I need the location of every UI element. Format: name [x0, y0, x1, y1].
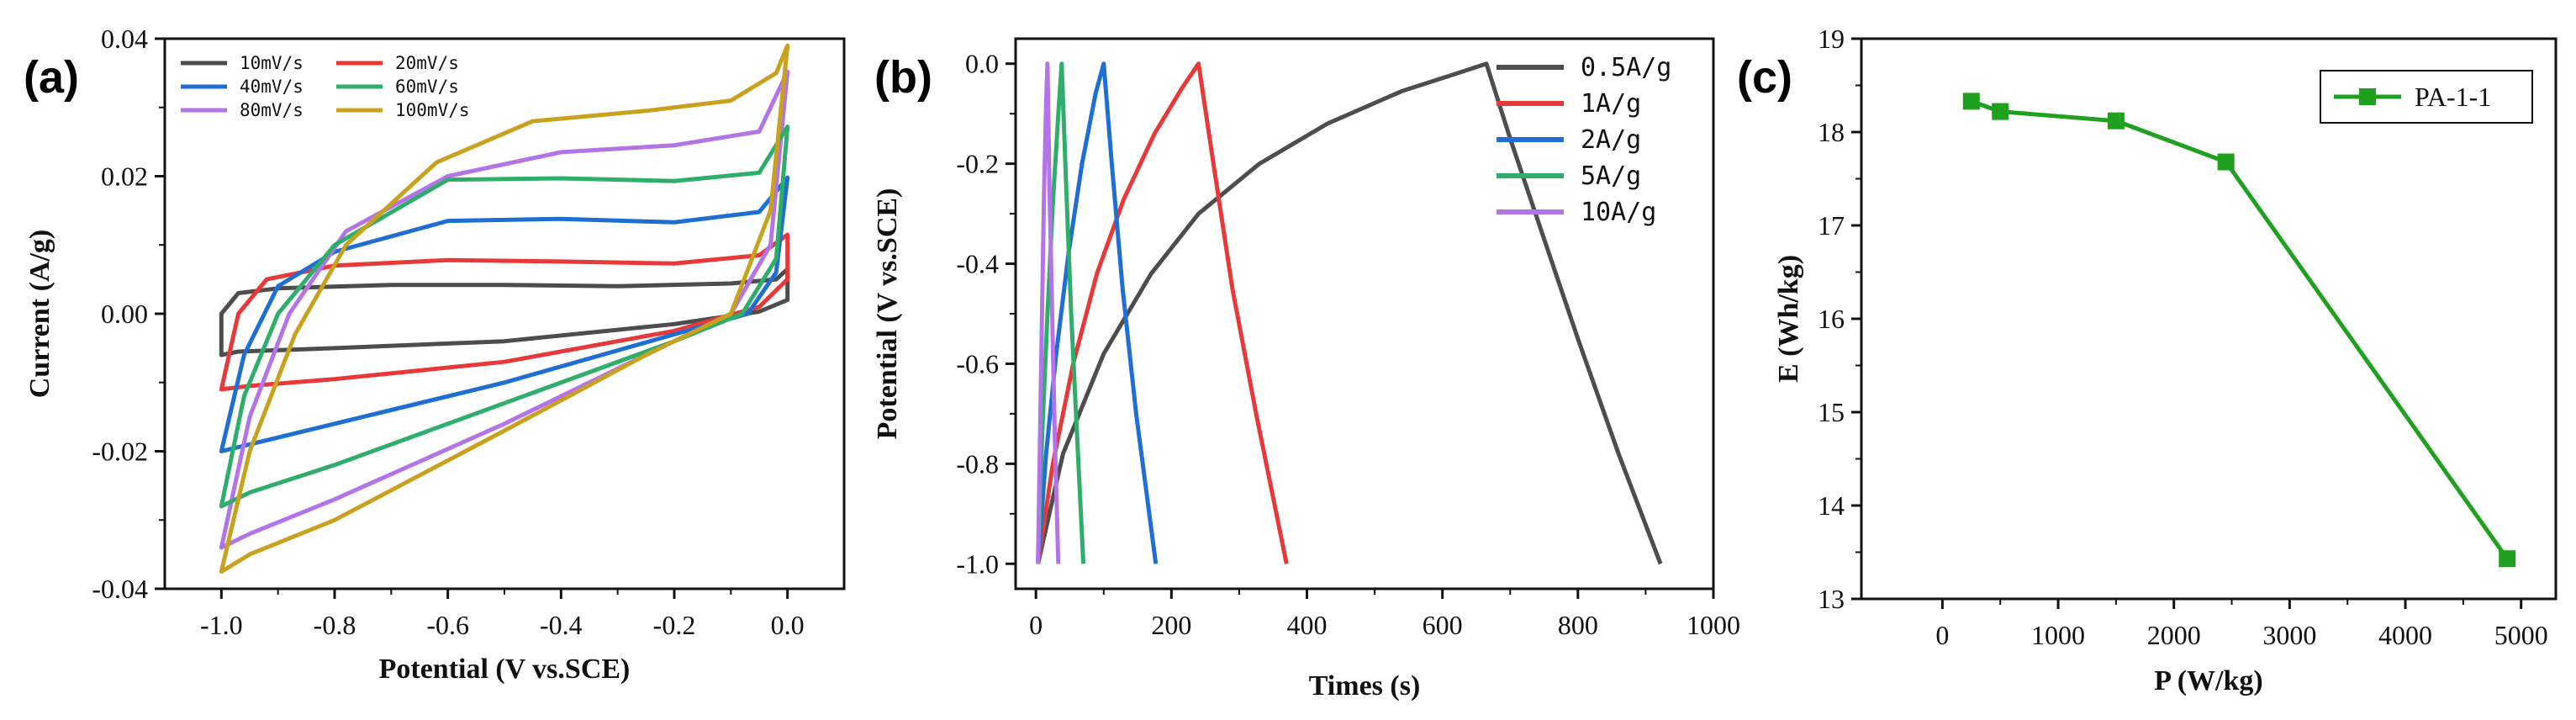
- x-tick-label: 200: [1151, 610, 1191, 640]
- legend-label: 5A/g: [1581, 161, 1641, 191]
- x-tick-label: 800: [1558, 610, 1598, 640]
- y-axis-title: E (Wh/kg): [1773, 255, 1804, 383]
- x-tick-label: 400: [1287, 610, 1328, 640]
- x-tick-label: 0: [1029, 610, 1043, 640]
- panel-label: (a): [24, 52, 79, 103]
- y-tick-label: 0.04: [101, 24, 148, 54]
- legend-label: PA-1-1: [2415, 82, 2491, 112]
- series-line-100mV/s: [219, 43, 790, 574]
- y-tick-label: 13: [1818, 584, 1845, 614]
- legend-label: 40mV/s: [240, 77, 304, 97]
- legend-label: 10mV/s: [240, 53, 304, 73]
- y-tick-label: -0.04: [92, 574, 148, 604]
- x-tick-label: 4000: [2378, 620, 2432, 650]
- panel-label: (b): [874, 52, 932, 103]
- x-tick-label: 2000: [2147, 620, 2201, 650]
- x-axis-title: P (W/kg): [2154, 665, 2262, 696]
- series-line-1A/g: [1036, 61, 1289, 564]
- y-tick-label: -0.6: [956, 348, 999, 379]
- series-line-10A/g: [1036, 61, 1061, 564]
- x-axis-title: Potential (V vs.SCE): [379, 654, 631, 685]
- legend-label: 0.5A/g: [1581, 53, 1671, 82]
- series-line-80mV/s: [219, 69, 790, 550]
- y-axis-title: Current (A/g): [24, 230, 55, 399]
- data-point: [1962, 93, 1980, 110]
- y-tick-label: 0.00: [101, 299, 148, 329]
- axes-frame: [1014, 37, 1715, 590]
- series-line-5A/g: [1036, 61, 1086, 564]
- y-tick-label: 16: [1818, 304, 1845, 334]
- y-tick-label: -0.8: [956, 448, 999, 479]
- panel-a: (a) -1.0 -0.8 -0.6 -0.4 -0.2 0.0 -0.04 -0.02 0.00…: [24, 24, 846, 685]
- x-tick-label: -1.0: [200, 610, 243, 640]
- legend-marker: [2359, 88, 2376, 105]
- legend-label: 20mV/s: [395, 53, 459, 73]
- data-point: [2107, 112, 2125, 130]
- y-tick-label: -0.2: [956, 149, 999, 179]
- y-tick-label: 19: [1818, 24, 1845, 54]
- series-line-0.5A/g: [1036, 61, 1663, 565]
- legend-label: 1A/g: [1581, 89, 1641, 119]
- x-axis-title: Times (s): [1309, 670, 1421, 701]
- x-tick-label: 600: [1423, 610, 1463, 640]
- legend-label: 10A/g: [1581, 198, 1656, 227]
- x-tick-label: -0.6: [426, 610, 469, 640]
- legend-label: 60mV/s: [395, 77, 459, 97]
- y-tick-label: -0.4: [956, 249, 999, 279]
- y-axis-title: Potential (V vs.SCE): [872, 188, 903, 440]
- x-tick-label: -0.8: [314, 610, 356, 640]
- y-tick-label: 17: [1818, 210, 1845, 241]
- panel-c: (c) 0 1000 2000 3000 4000 5000 13 14 15 16 17 18 19 P …: [1737, 24, 2558, 696]
- x-tick-label: -0.2: [653, 610, 696, 640]
- x-tick-label: 5000: [2494, 620, 2548, 650]
- y-tick-label: 14: [1818, 490, 1845, 521]
- x-tick-label: 0: [1935, 620, 1949, 650]
- panel-label: (c): [1737, 52, 1792, 103]
- y-tick-label: 0.02: [101, 161, 148, 192]
- x-tick-label: 3000: [2262, 620, 2316, 650]
- x-tick-label: 1000: [1687, 610, 1740, 640]
- legend-label: 2A/g: [1581, 125, 1641, 155]
- y-tick-label: -0.02: [92, 437, 148, 467]
- data-point: [2499, 550, 2516, 568]
- y-tick-label: 18: [1818, 117, 1845, 147]
- legend-label: 80mV/s: [240, 100, 304, 120]
- data-point: [1992, 103, 2009, 120]
- series-line-60mV/s: [219, 124, 790, 509]
- y-tick-label: -1.0: [956, 548, 999, 579]
- y-tick-label: 15: [1818, 397, 1845, 427]
- x-tick-label: 0.0: [771, 610, 805, 640]
- series-line-PA-1-1: [1970, 99, 2510, 560]
- panel-b: (b) 0 200 400 600 800 1000 0.0 -0.2 -0.4 -0.6 -0.8 -…: [872, 37, 1740, 701]
- y-tick-label: 0.0: [965, 49, 999, 79]
- legend-label: 100mV/s: [395, 100, 470, 120]
- x-tick-label: -0.4: [540, 610, 583, 640]
- x-tick-label: 1000: [2031, 620, 2085, 650]
- data-point: [2217, 153, 2235, 171]
